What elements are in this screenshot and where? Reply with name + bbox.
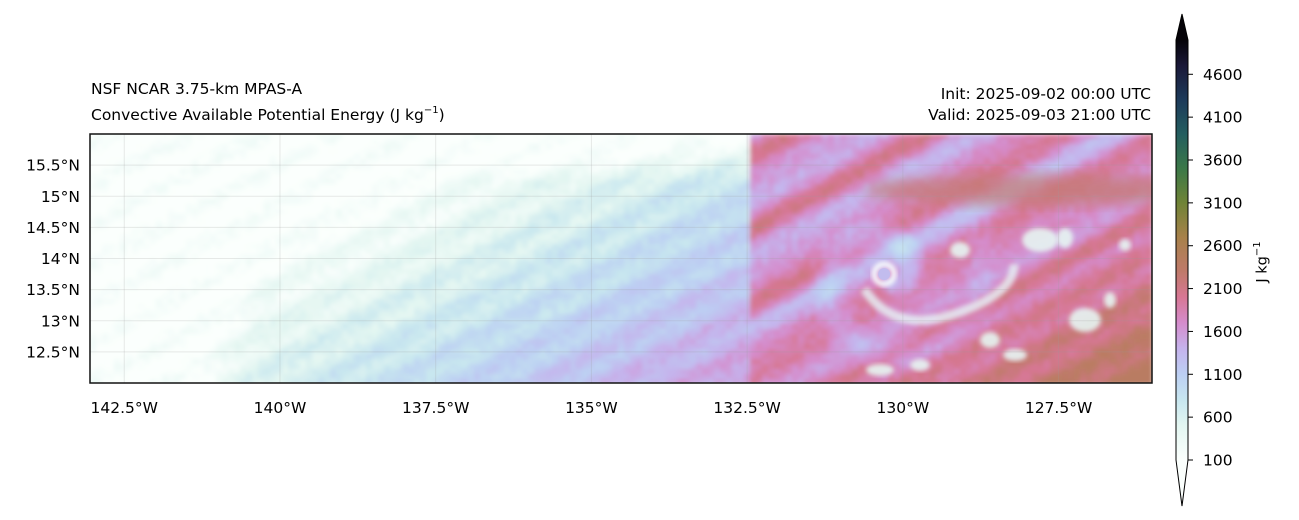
title-variable-text: Convective Available Potential Energy (J… [91,106,424,125]
colorbar-tick-label: 600 [1203,409,1233,427]
y-tick-label: 12.5°N [26,343,80,361]
convective-patch [1057,228,1073,248]
colorbar-tick-label: 3100 [1203,194,1242,212]
colorbar-gradient [1176,40,1188,460]
storm-eye [878,268,891,281]
colorbar-label-exp: −1 [1251,241,1263,257]
convective-patch [1069,308,1101,332]
y-tick-label: 15°N [41,188,80,206]
x-axis: 142.5°W 140°W 137.5°W 135°W 132.5°W 130°W 127.… [91,399,1093,417]
convective-patch [950,242,970,258]
plot-frame [89,133,1153,384]
high-cape-band [864,174,1152,207]
field-cells [90,134,1152,383]
x-tick-label: 135°W [565,399,618,417]
x-tick-label: 130°W [877,399,930,417]
x-tick-label: 140°W [254,399,307,417]
y-tick-label: 14.5°N [26,219,80,237]
valid-time: Valid: 2025-09-03 21:00 UTC [928,106,1151,124]
convective-patch [1104,292,1116,308]
convective-patch [1022,228,1058,252]
convective-patch [910,359,930,371]
colorbar-extend-max [1176,14,1188,40]
colorbar-tick-label: 1600 [1203,323,1242,341]
convective-patch [1119,239,1131,251]
x-tick-label: 127.5°W [1025,399,1092,417]
convective-patch [866,364,894,376]
title-variable-exp: −1 [423,105,439,116]
title-model: NSF NCAR 3.75-km MPAS-A [91,80,303,98]
colorbar-label: J kg−1 [1251,241,1271,283]
y-tick-label: 13°N [41,312,80,330]
x-tick-label: 142.5°W [91,399,158,417]
title-variable-close: ) [438,106,445,125]
convective-patch [1003,349,1027,361]
x-tick-label: 137.5°W [402,399,469,417]
colorbar-label-text: J kg [1254,256,1271,283]
colorbar: 100 600 1100 1600 2100 2600 3100 3600 4100 4600 [1175,13,1242,507]
colorbar-extend-min [1176,460,1188,506]
colorbar-tick-label: 3600 [1203,152,1242,170]
rainband [860,263,1019,325]
colorbar-tick-label: 4600 [1203,66,1242,84]
y-tick-label: 13.5°N [26,281,80,299]
init-time: Init: 2025-09-02 00:00 UTC [940,85,1151,103]
colorbar-tick-label: 2600 [1203,237,1242,255]
colorbar-tick-label: 1100 [1203,366,1242,384]
gridlines [90,134,1152,383]
convective-patch [980,332,1000,348]
cape-field [90,134,1152,383]
colorbar-tick-label: 100 [1203,452,1233,470]
colorbar-tick-label: 2100 [1203,280,1242,298]
title-variable: Convective Available Potential Energy (J… [91,105,445,125]
y-tick-label: 15.5°N [26,157,80,175]
y-tick-label: 14°N [41,250,80,268]
y-axis: 15.5°N 15°N 14.5°N 14°N 13.5°N 13°N 12.5°N [26,157,80,362]
colorbar-tick-label: 4100 [1203,109,1242,127]
x-tick-label: 132.5°W [713,399,780,417]
storm-eyewall [871,261,897,287]
